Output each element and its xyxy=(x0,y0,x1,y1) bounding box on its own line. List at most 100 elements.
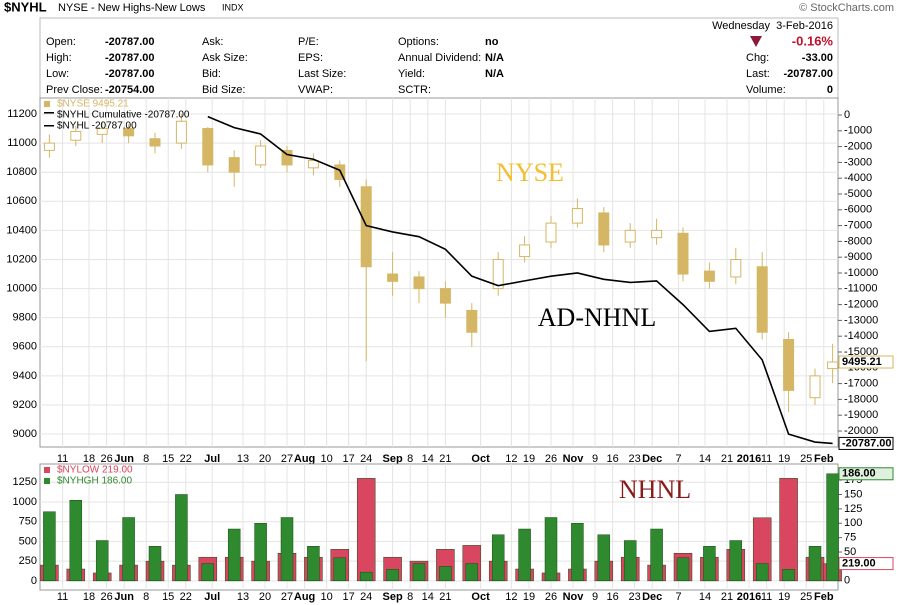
y-tick-label: 10400 xyxy=(6,224,37,236)
candle-body xyxy=(703,270,715,282)
candle-body xyxy=(730,258,742,278)
y2-tick-label: -2000 xyxy=(844,141,872,153)
bar xyxy=(227,528,241,582)
candle-body xyxy=(598,212,610,246)
x-tick-label: 16 xyxy=(606,453,618,465)
x-tick-label: Nov xyxy=(563,453,585,465)
quote-value: -20787.00 xyxy=(105,68,155,80)
x-tick-label: 25 xyxy=(800,591,812,603)
x-tick-label: 16 xyxy=(606,591,618,603)
x-tick-label: 26 xyxy=(545,453,557,465)
down-arrow xyxy=(750,36,762,47)
last-value-box xyxy=(838,436,894,450)
line-series xyxy=(207,115,833,445)
y-tick-label: 0 xyxy=(31,575,37,587)
y-tick-label: 10600 xyxy=(6,195,37,207)
candle-body xyxy=(123,128,135,137)
x-tick-label: 27 xyxy=(281,591,293,603)
bar xyxy=(491,534,505,582)
candle-body xyxy=(439,288,451,304)
x-tick-label: Oct xyxy=(471,591,490,603)
x-tick-label: 10 xyxy=(320,591,332,603)
x-tick-label: 7 xyxy=(676,453,682,465)
candle-body xyxy=(624,229,636,243)
y2-tick-label: 100 xyxy=(844,517,862,529)
x-tick-label: 8 xyxy=(143,591,149,603)
y-tick-label: 10800 xyxy=(6,166,37,178)
y2-tick-label: -14000 xyxy=(844,330,878,342)
quote-label: High: xyxy=(46,52,72,64)
summary-label: Volume: xyxy=(746,84,786,96)
x-tick-label: 19 xyxy=(778,591,790,603)
x-tick-label: 9 xyxy=(592,453,598,465)
legend-entry: $NYHL Cumulative -20787.00 xyxy=(57,110,190,121)
candle-body xyxy=(677,232,689,275)
y2-tick-label: -13000 xyxy=(844,314,878,326)
y2-tick-label: -12000 xyxy=(844,299,878,311)
x-tick-label: 18 xyxy=(83,453,95,465)
x-tick-label: 11 xyxy=(57,591,68,603)
quote-value: -20754.00 xyxy=(105,84,155,96)
x-tick-label: 22 xyxy=(180,591,192,603)
bar xyxy=(826,473,839,582)
y2-tick-label: -8000 xyxy=(844,235,872,247)
y-tick-label: 10000 xyxy=(6,282,37,294)
quote-value: N/A xyxy=(485,52,504,64)
symbol: $NYHL xyxy=(4,0,47,14)
exchange: INDX xyxy=(222,2,244,12)
y-tick-label: 9000 xyxy=(13,428,37,440)
y2-tick-label: 50 xyxy=(844,546,856,558)
x-tick-label: 21 xyxy=(721,453,733,465)
quote-label: Prev Close: xyxy=(46,84,103,96)
annotation: NHNL xyxy=(619,475,691,504)
x-tick-label: Jul xyxy=(204,591,220,603)
x-tick-label: 21 xyxy=(439,591,451,603)
candle-body xyxy=(827,361,839,370)
description: NYSE - New Highs-New Lows xyxy=(58,2,206,14)
x-tick-label: 24 xyxy=(360,453,372,465)
x-tick-label: 14 xyxy=(422,453,434,465)
bar xyxy=(571,523,584,582)
x-tick-label: 21 xyxy=(721,591,733,603)
y-tick-label: 11200 xyxy=(7,108,37,120)
x-tick-label: 18 xyxy=(83,591,95,603)
x-tick-label: Jun xyxy=(114,591,134,603)
x-tick-label: Jul xyxy=(204,453,220,465)
x-tick-label: 19 xyxy=(778,453,790,465)
y2-tick-label: -18000 xyxy=(844,393,878,405)
x-tick-label: 13 xyxy=(237,453,249,465)
y-tick-label: 1250 xyxy=(13,476,37,488)
legend-entry: $NYSE 9495.21 xyxy=(57,99,129,110)
candle-body xyxy=(228,157,240,173)
x-tick-label: Nov xyxy=(563,591,585,603)
candle-body xyxy=(255,145,267,166)
bar xyxy=(254,523,267,582)
x-tick-label: 15 xyxy=(162,453,174,465)
x-tick-label: Dec xyxy=(642,453,662,465)
quote-label: Options: xyxy=(398,36,439,48)
quote-label: VWAP: xyxy=(298,84,333,96)
x-tick-label: 7 xyxy=(676,591,682,603)
candle-body xyxy=(334,164,346,180)
y-tick-label: 1000 xyxy=(13,496,37,508)
candle-body xyxy=(571,208,583,224)
x-tick-label: Feb xyxy=(814,453,834,465)
quote-label: EPS: xyxy=(298,52,323,64)
quote-label: P/E: xyxy=(298,36,319,48)
y-tick-label: 750 xyxy=(19,516,37,528)
summary-value: -20787.00 xyxy=(783,68,833,80)
x-tick-label: Aug xyxy=(294,591,315,603)
candle-body xyxy=(783,338,795,391)
y-tick-label: 9200 xyxy=(13,399,37,411)
bar xyxy=(518,528,531,582)
x-tick-label: 9 xyxy=(592,591,598,603)
x-tick-label: 13 xyxy=(237,591,249,603)
y2-tick-label: -10000 xyxy=(844,267,878,279)
candle-body xyxy=(307,160,319,169)
plot-area xyxy=(39,97,839,448)
y2-tick-label: -7000 xyxy=(844,220,872,232)
bar xyxy=(544,517,558,582)
bar xyxy=(412,563,426,582)
bar xyxy=(597,534,611,582)
